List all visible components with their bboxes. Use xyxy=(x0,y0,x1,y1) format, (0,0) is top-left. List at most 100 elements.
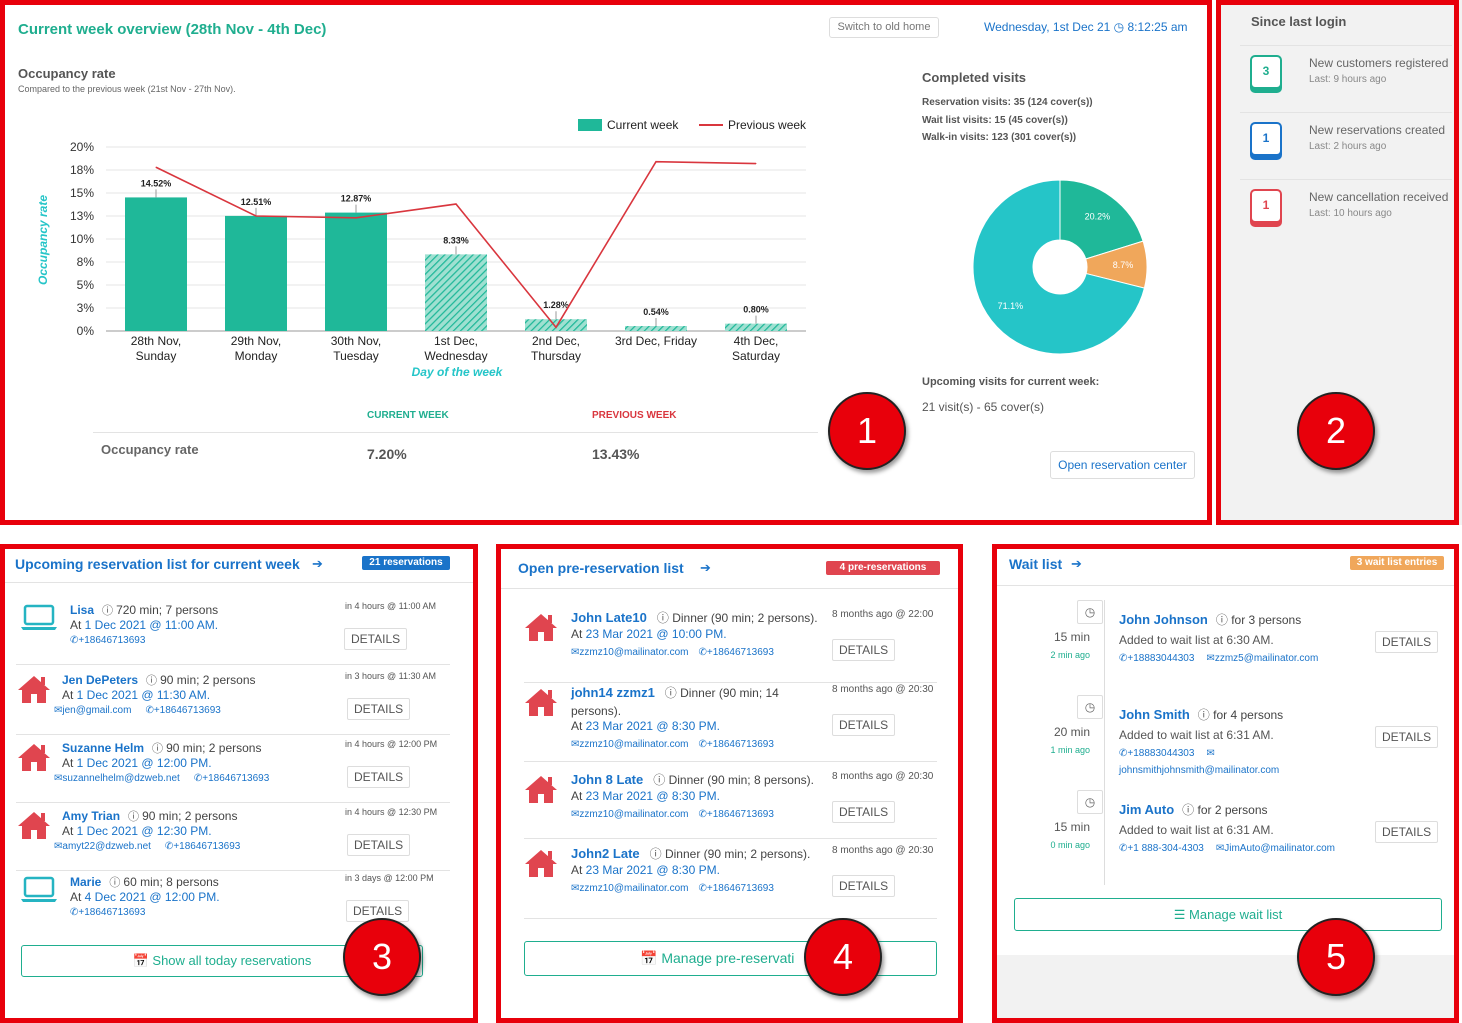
guest-phone[interactable]: +18646713693 xyxy=(706,647,774,658)
guest-phone[interactable]: +18646713693 xyxy=(202,773,270,784)
guest-email[interactable]: zzmz10@mailinator.com xyxy=(579,809,689,820)
guest-phone[interactable]: +18646713693 xyxy=(78,635,146,646)
guest-phone[interactable]: +18646713693 xyxy=(78,907,146,918)
wait-duration: 15 min xyxy=(1053,820,1090,834)
x-tick-label: Thursday xyxy=(531,349,581,363)
x-tick-label: Tuesday xyxy=(333,349,379,363)
reservation-row[interactable]: Suzanne Helm ⓘ 90 min; 2 persons xyxy=(62,739,261,757)
prereservation-time-relative: 8 months ago @ 22:00 xyxy=(832,609,934,620)
clock-icon: ◷ xyxy=(1077,790,1103,814)
prereservation-info-cont: persons). xyxy=(571,704,622,718)
guest-name[interactable]: John Smith xyxy=(1119,707,1190,722)
guest-name[interactable]: Suzanne Helm xyxy=(62,741,145,755)
guest-phone[interactable]: +18646713693 xyxy=(706,809,774,820)
house-icon xyxy=(524,774,558,809)
guest-name[interactable]: John Late10 xyxy=(571,610,647,625)
guest-phone[interactable]: +18883044303 xyxy=(1127,653,1195,664)
guest-name[interactable]: John Johnson xyxy=(1119,612,1208,627)
reservation-date[interactable]: 1 Dec 2021 @ 11:00 AM. xyxy=(84,618,219,632)
guest-name[interactable]: Jen DePeters xyxy=(62,673,139,687)
phone-icon: ✆ xyxy=(1119,748,1128,759)
reservation-date[interactable]: 1 Dec 2021 @ 12:00 PM. xyxy=(76,756,212,770)
guest-name[interactable]: Jim Auto xyxy=(1119,802,1175,817)
guest-email[interactable]: zzmz10@mailinator.com xyxy=(579,647,689,658)
reservation-row[interactable]: Lisa ⓘ 720 min; 7 persons xyxy=(70,601,218,619)
prereservation-title: Open pre-reservation list xyxy=(518,560,684,576)
clock-icon: ◷ xyxy=(1113,20,1125,34)
guest-email[interactable]: zzmz5@mailinator.com xyxy=(1214,653,1319,664)
phone-icon: ✆ xyxy=(1119,653,1128,664)
details-button[interactable]: DETAILS xyxy=(832,639,896,661)
details-button[interactable]: DETAILS xyxy=(346,900,410,922)
since-count-badge[interactable]: 1 xyxy=(1250,122,1282,156)
since-count-badge[interactable]: 1 xyxy=(1250,189,1282,223)
switch-old-home-button[interactable]: Switch to old home xyxy=(829,17,939,38)
prereservation-info-icon[interactable]: ➔ xyxy=(700,560,711,575)
reservation-row[interactable]: Amy Trian ⓘ 90 min; 2 persons xyxy=(62,807,237,825)
details-button[interactable]: DETAILS xyxy=(832,714,896,736)
guest-email[interactable]: johnsmithjohnsmith@mailinator.com xyxy=(1119,765,1280,776)
guest-phone[interactable]: +18646713693 xyxy=(173,841,241,852)
guest-email[interactable]: suzannelhelm@dzweb.net xyxy=(62,773,180,784)
x-tick-label: 2nd Dec, xyxy=(532,334,580,348)
bar-data-label: 0.54% xyxy=(643,307,669,317)
guest-email[interactable]: zzmz10@mailinator.com xyxy=(579,883,689,894)
prereservation-date[interactable]: 23 Mar 2021 @ 8:30 PM. xyxy=(585,719,720,733)
guest-name[interactable]: john14 zzmz1 xyxy=(571,685,655,700)
reservation-date[interactable]: 1 Dec 2021 @ 11:30 AM. xyxy=(76,688,211,702)
since-count-badge[interactable]: 3 xyxy=(1250,55,1282,89)
guest-name[interactable]: Marie xyxy=(70,875,102,889)
details-button[interactable]: DETAILS xyxy=(1375,726,1439,748)
details-button[interactable]: DETAILS xyxy=(1375,821,1439,843)
guest-email[interactable]: jen@gmail.com xyxy=(62,705,132,716)
guest-email[interactable]: zzmz10@mailinator.com xyxy=(579,739,689,750)
details-button[interactable]: DETAILS xyxy=(344,628,408,650)
guest-phone[interactable]: +18883044303 xyxy=(1127,748,1195,759)
clock-icon: ◷ xyxy=(1077,695,1103,719)
visits-donut-chart: 20.2% 8.7% 71.1% xyxy=(972,179,1148,355)
prereservation-row[interactable]: John 8 Late ⓘ Dinner (90 min; 8 persons). xyxy=(571,771,826,789)
details-button[interactable]: DETAILS xyxy=(1375,631,1439,653)
guest-name[interactable]: John 8 Late xyxy=(571,772,644,787)
prereservation-date[interactable]: 23 Mar 2021 @ 8:30 PM. xyxy=(585,863,720,877)
prereservation-row[interactable]: John2 Late ⓘ Dinner (90 min; 2 persons). xyxy=(571,845,826,863)
guest-name[interactable]: John2 Late xyxy=(571,846,640,861)
guest-email[interactable]: JimAuto@mailinator.com xyxy=(1224,843,1335,854)
details-button[interactable]: DETAILS xyxy=(347,698,411,720)
prereservation-row[interactable]: John Late10 ⓘ Dinner (90 min; 2 persons). xyxy=(571,609,826,627)
guest-name[interactable]: Amy Trian xyxy=(62,809,121,823)
details-button[interactable]: DETAILS xyxy=(347,834,411,856)
details-button[interactable]: DETAILS xyxy=(832,801,896,823)
upcoming-panel xyxy=(0,544,478,1023)
prereservation-date[interactable]: 23 Mar 2021 @ 10:00 PM. xyxy=(585,627,727,641)
open-reservation-center-button[interactable]: Open reservation center xyxy=(1050,451,1195,479)
guest-phone[interactable]: +18646713693 xyxy=(706,739,774,750)
waitlist-info-icon[interactable]: ➔ xyxy=(1071,556,1082,571)
clock-icon: ◷ xyxy=(1077,600,1103,624)
guest-name[interactable]: Lisa xyxy=(70,603,95,617)
waitlist-row[interactable]: John Smith ⓘ for 4 persons xyxy=(1119,706,1283,724)
info-icon: ⓘ xyxy=(1215,613,1232,627)
since-login-panel xyxy=(1216,0,1459,525)
guest-phone[interactable]: +1 888-304-4303 xyxy=(1127,843,1204,854)
added-time: Added to wait list at 6:31 AM. xyxy=(1119,823,1274,837)
occ-table-header-current: CURRENT WEEK xyxy=(367,410,449,421)
reservation-date[interactable]: 4 Dec 2021 @ 12:00 PM. xyxy=(84,890,220,904)
waitlist-row[interactable]: Jim Auto ⓘ for 2 persons xyxy=(1119,801,1268,819)
manage-waitlist-button[interactable]: ☰ Manage wait list xyxy=(1014,898,1442,931)
reservation-date[interactable]: 1 Dec 2021 @ 12:30 PM. xyxy=(76,824,212,838)
details-button[interactable]: DETAILS xyxy=(347,766,411,788)
details-button[interactable]: DETAILS xyxy=(832,875,896,897)
info-circle-icon[interactable]: ➔ xyxy=(312,556,323,571)
reservation-row[interactable]: Jen DePeters ⓘ 90 min; 2 persons xyxy=(62,671,256,689)
bar-current-week xyxy=(325,212,387,331)
bar-current-week xyxy=(425,254,487,331)
prereservation-date[interactable]: 23 Mar 2021 @ 8:30 PM. xyxy=(585,789,720,803)
waitlist-row[interactable]: John Johnson ⓘ for 3 persons xyxy=(1119,611,1301,629)
guest-phone[interactable]: +18646713693 xyxy=(153,705,221,716)
reservation-row[interactable]: Marie ⓘ 60 min; 8 persons xyxy=(70,873,219,891)
guest-phone[interactable]: +18646713693 xyxy=(706,883,774,894)
prereservation-row[interactable]: john14 zzmz1 ⓘ Dinner (90 min; 14 persons)… xyxy=(571,684,826,720)
guest-email[interactable]: amyt22@dzweb.net xyxy=(62,841,151,852)
envelope-icon: ✉ xyxy=(1206,748,1215,759)
